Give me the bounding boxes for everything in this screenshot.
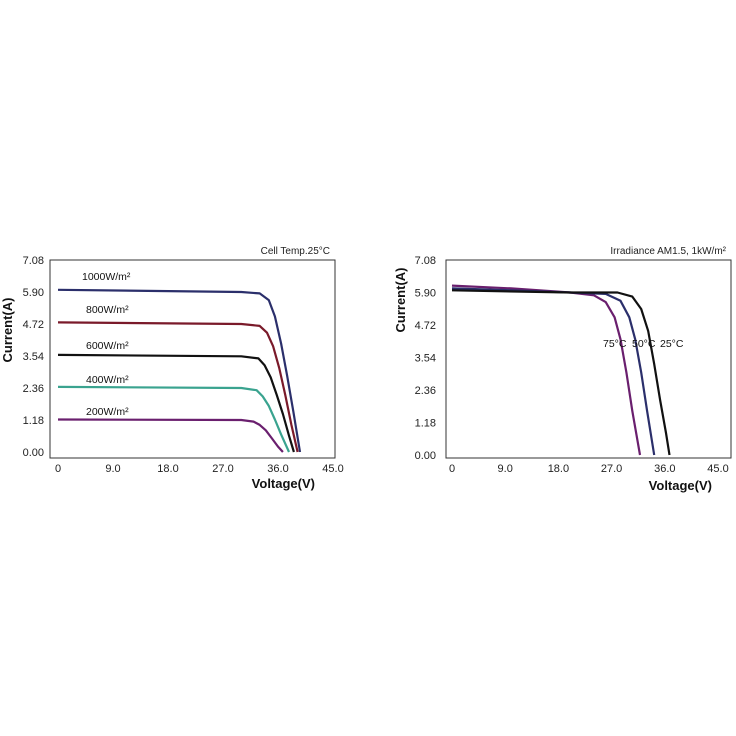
series-line xyxy=(57,385,291,453)
y-tick-label: 4.72 xyxy=(415,320,436,332)
series-label: 50°C xyxy=(632,338,656,350)
series-line xyxy=(57,288,302,453)
series-line xyxy=(57,353,295,453)
plot-frame xyxy=(49,259,336,459)
x-tick-label: 0 xyxy=(55,463,61,475)
series-label: 25°C xyxy=(660,338,684,350)
x-tick-label: 45.0 xyxy=(322,463,343,475)
series-label: 1000W/m² xyxy=(82,271,131,283)
y-tick-label: 5.90 xyxy=(415,288,436,300)
x-axis-title: Voltage(V) xyxy=(252,476,315,491)
irradiance-iv-chart: Cell Temp.25°C Voltage(V) Current(A) 7.0… xyxy=(0,246,344,491)
tick-labels: 7.08 5.90 4.72 3.54 2.36 1.18 0.00 0 9.0 18.0 27.0… xyxy=(23,255,344,475)
y-tick-label: 7.08 xyxy=(415,255,436,267)
series-lines xyxy=(451,284,671,456)
series-label: 600W/m² xyxy=(86,340,129,352)
series-label: 800W/m² xyxy=(86,304,129,316)
x-axis-title: Voltage(V) xyxy=(649,478,712,493)
x-tick-label: 9.0 xyxy=(105,463,120,475)
x-tick-label: 36.0 xyxy=(654,463,675,475)
x-tick-label: 0 xyxy=(449,463,455,475)
series-label: 200W/m² xyxy=(86,406,129,418)
x-tick-label: 36.0 xyxy=(267,463,288,475)
y-axis-title: Current(A) xyxy=(0,298,15,363)
plot-frame xyxy=(445,259,732,459)
series-lines xyxy=(57,288,302,453)
y-tick-label: 4.72 xyxy=(23,319,44,331)
series-line xyxy=(57,418,284,453)
y-tick-label: 3.54 xyxy=(23,351,44,363)
x-tick-label: 45.0 xyxy=(707,463,728,475)
x-tick-label: 9.0 xyxy=(498,463,513,475)
y-tick-label: 1.18 xyxy=(23,415,44,427)
x-tick-label: 18.0 xyxy=(157,463,178,475)
y-tick-label: 0.00 xyxy=(23,447,44,459)
x-tick-label: 27.0 xyxy=(212,463,233,475)
series-label: 400W/m² xyxy=(86,374,129,386)
chart-title: Irradiance AM1.5, 1kW/m² xyxy=(610,246,726,257)
chart-title: Cell Temp.25°C xyxy=(261,246,330,257)
x-tick-label: 18.0 xyxy=(548,463,569,475)
y-axis-title: Current(A) xyxy=(393,268,408,333)
series-labels: 75°C 50°C 25°C xyxy=(603,338,684,350)
y-tick-label: 2.36 xyxy=(415,385,436,397)
y-tick-label: 3.54 xyxy=(415,353,436,365)
x-tick-label: 27.0 xyxy=(601,463,622,475)
series-line xyxy=(451,289,671,456)
temperature-iv-chart: Irradiance AM1.5, 1kW/m² Voltage(V) Curr… xyxy=(393,246,732,493)
series-line xyxy=(57,321,299,453)
y-tick-label: 0.00 xyxy=(415,450,436,462)
y-tick-label: 1.18 xyxy=(415,418,436,430)
series-labels: 1000W/m² 800W/m² 600W/m² 400W/m² 200W/m² xyxy=(82,271,131,418)
series-line xyxy=(451,284,642,456)
series-label: 75°C xyxy=(603,338,627,350)
tick-labels: 7.08 5.90 4.72 3.54 2.36 1.18 0.00 0 9.0 18.0 27.0… xyxy=(415,255,729,475)
y-tick-label: 7.08 xyxy=(23,255,44,267)
y-tick-label: 2.36 xyxy=(23,383,44,395)
y-tick-label: 5.90 xyxy=(23,287,44,299)
series-line xyxy=(451,287,656,456)
